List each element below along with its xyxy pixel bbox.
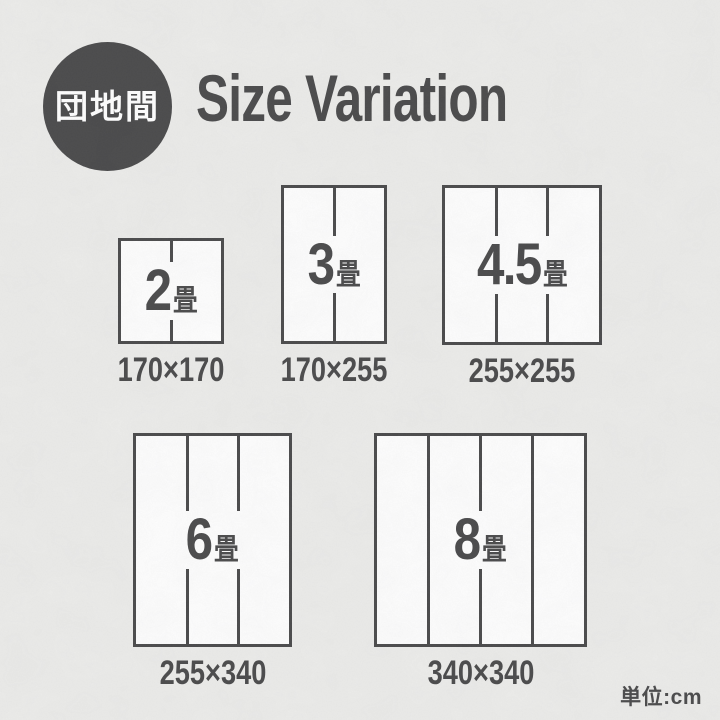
tatami-rect-6jo: 6 畳 [133, 433, 292, 647]
size-figure-6jo: 6 畳 255×340 [133, 433, 292, 690]
tatami-unit: 畳 [172, 285, 198, 318]
dimension-label-3jo: 170×255 [280, 351, 388, 389]
dimension-label-4-5jo: 255×255 [468, 352, 576, 390]
tatami-unit: 畳 [335, 258, 361, 291]
tatami-label-2jo: 2 畳 [121, 241, 221, 341]
danchima-badge: 団地間 [43, 42, 172, 171]
tatami-unit: 畳 [482, 534, 507, 567]
tatami-unit: 畳 [542, 259, 568, 292]
size-figure-2jo: 2 畳 170×170 [118, 238, 224, 387]
tatami-label-6jo: 6 畳 [136, 436, 289, 644]
size-figure-4-5jo: 4.5 畳 255×255 [442, 185, 602, 388]
dimension-label-6jo: 255×340 [159, 654, 266, 692]
tatami-rect-3jo: 3 畳 [281, 185, 387, 344]
tatami-count: 3 [307, 231, 335, 297]
tatami-rect-8jo: 8 畳 [374, 433, 587, 647]
tatami-count: 6 [186, 507, 213, 573]
tatami-unit: 畳 [214, 534, 239, 567]
dimension-label-8jo: 340×340 [427, 654, 534, 692]
size-figure-3jo: 3 畳 170×255 [281, 185, 387, 387]
dimension-label-2jo: 170×170 [117, 351, 225, 389]
tatami-count: 4.5 [476, 232, 542, 298]
tatami-label-4-5jo: 4.5 畳 [445, 188, 599, 342]
tatami-label-8jo: 8 畳 [377, 436, 584, 644]
tatami-rect-2jo: 2 畳 [118, 238, 224, 344]
danchima-badge-label: 団地間 [55, 88, 160, 125]
tatami-label-3jo: 3 畳 [284, 188, 384, 341]
tatami-count: 2 [144, 258, 172, 324]
unit-note: 単位:cm [620, 686, 702, 709]
tatami-count: 8 [454, 507, 481, 573]
size-figure-8jo: 8 畳 340×340 [374, 433, 587, 690]
page-title: Size Variation [196, 61, 508, 135]
tatami-rect-4-5jo: 4.5 畳 [442, 185, 602, 345]
